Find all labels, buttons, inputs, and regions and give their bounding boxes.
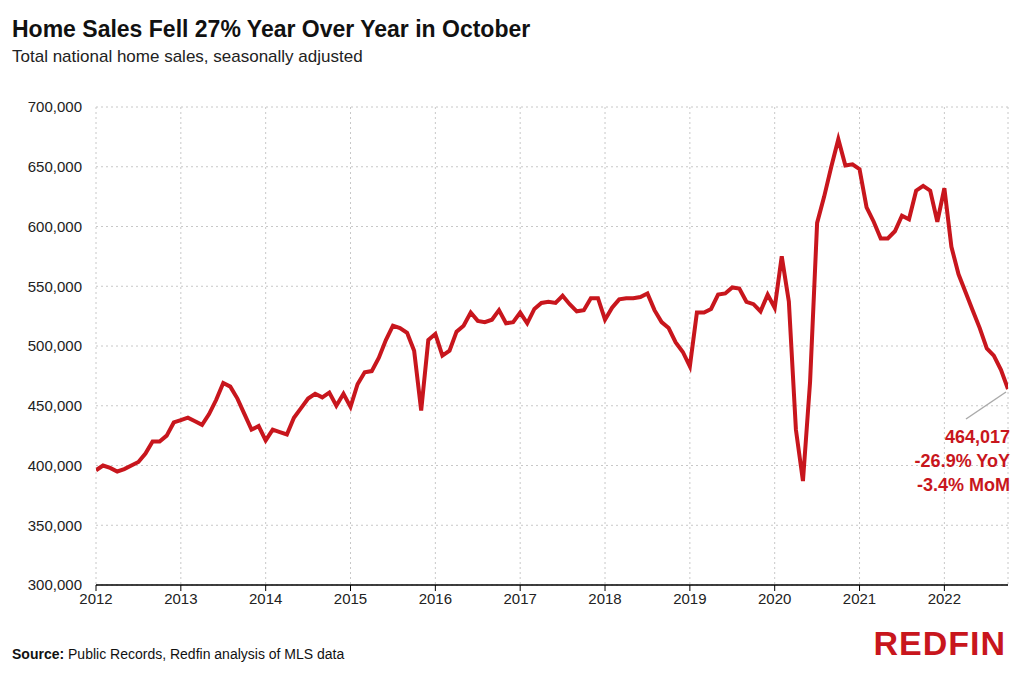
html-text:Source: Public Records, Redfin: Source: Public Records, Redfin analysis …: [12, 646, 345, 662]
svg-text:2016: 2016: [419, 590, 452, 607]
svg-text:350,000: 350,000: [28, 517, 82, 534]
html-text:REDFIN: REDFIN: [873, 624, 1006, 662]
svg-text:2017: 2017: [503, 590, 536, 607]
svg-text:-3.4% MoM: -3.4% MoM: [917, 475, 1010, 495]
svg-text:700,000: 700,000: [28, 98, 82, 115]
svg-text:2013: 2013: [164, 590, 197, 607]
svg-text:550,000: 550,000: [28, 278, 82, 295]
svg-text:2020: 2020: [758, 590, 791, 607]
svg-text:600,000: 600,000: [28, 218, 82, 235]
svg-text:500,000: 500,000: [28, 337, 82, 354]
html-text:Total national home sales, sea: Total national home sales, seasonally ad…: [12, 47, 363, 66]
svg-text:650,000: 650,000: [28, 158, 82, 175]
svg-text:-26.9% YoY: -26.9% YoY: [915, 451, 1010, 471]
svg-text:2019: 2019: [673, 590, 706, 607]
svg-text:450,000: 450,000: [28, 397, 82, 414]
svg-text:300,000: 300,000: [28, 576, 82, 593]
html-text:Home Sales Fell 27% Year Over: Home Sales Fell 27% Year Over Year in Oc…: [12, 16, 531, 42]
svg-text:2014: 2014: [249, 590, 282, 607]
svg-text:464,017: 464,017: [945, 427, 1010, 447]
svg-text:400,000: 400,000: [28, 457, 82, 474]
svg-text:2021: 2021: [843, 590, 876, 607]
svg-text:2012: 2012: [79, 590, 112, 607]
svg-text:2018: 2018: [588, 590, 621, 607]
svg-text:2015: 2015: [334, 590, 367, 607]
svg-text:2022: 2022: [928, 590, 961, 607]
